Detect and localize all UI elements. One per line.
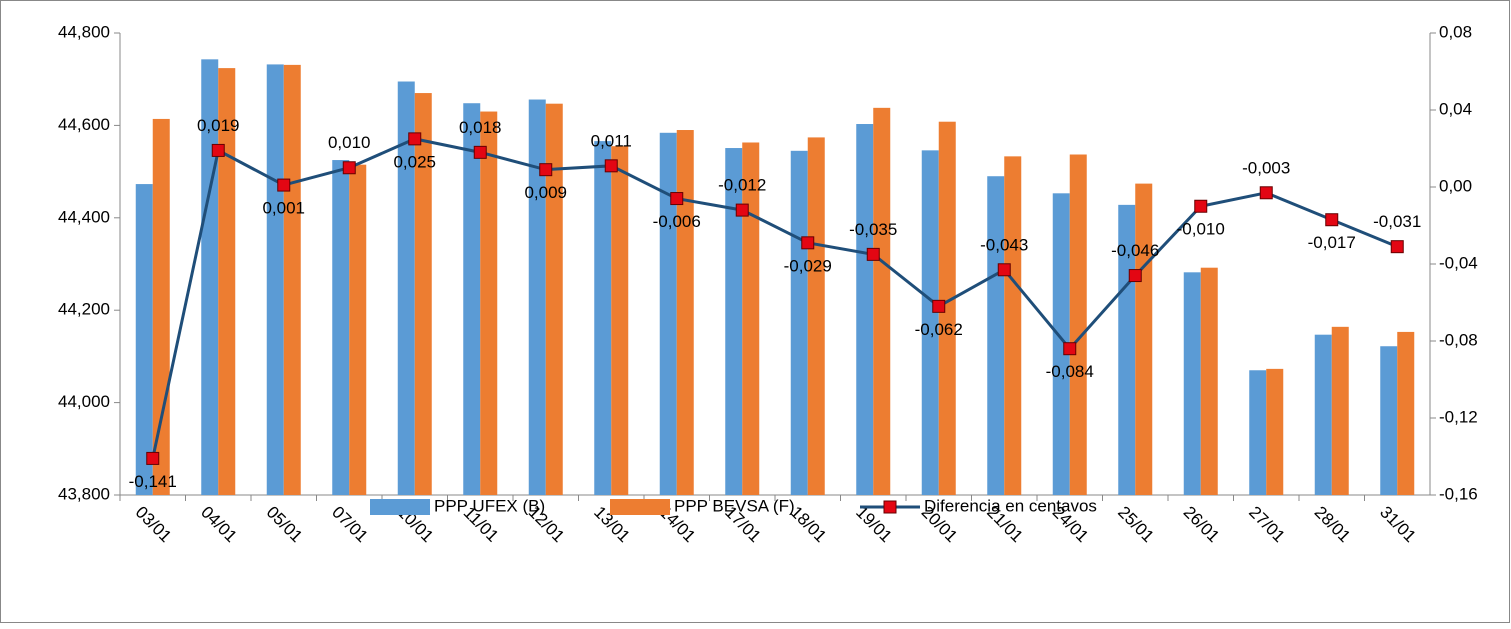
data-label: -0,046 <box>1111 241 1159 260</box>
legend-label: Diferencia en centavos <box>924 496 1097 515</box>
data-label: 0,018 <box>459 118 502 137</box>
bar <box>742 142 760 495</box>
bar <box>1380 346 1398 495</box>
bar <box>135 184 153 495</box>
marker <box>342 161 356 175</box>
bar <box>987 176 1005 495</box>
y-tick-label: 44,800 <box>58 22 110 41</box>
data-label: -0,017 <box>1308 233 1356 252</box>
bar <box>218 68 236 495</box>
marker <box>1063 342 1077 356</box>
marker <box>932 299 946 313</box>
marker <box>1194 199 1208 213</box>
data-label: -0,035 <box>849 220 897 239</box>
bar <box>676 130 694 495</box>
marker <box>277 178 291 192</box>
y2-tick-label: -0,04 <box>1439 253 1478 272</box>
bar <box>480 111 498 495</box>
y2-tick-label: -0,08 <box>1439 330 1478 349</box>
bar <box>283 64 301 496</box>
legend-swatch <box>370 499 430 515</box>
bar <box>1183 272 1201 495</box>
bar <box>1135 183 1153 495</box>
marker <box>670 192 684 206</box>
line <box>151 137 1398 459</box>
bar <box>790 150 808 495</box>
y2-tick-label: -0,16 <box>1439 484 1478 503</box>
bar <box>332 160 350 496</box>
marker <box>473 145 487 159</box>
marker <box>1259 186 1273 200</box>
data-label: 0,010 <box>328 133 371 152</box>
data-label: -0,029 <box>784 256 832 275</box>
marker <box>1128 269 1142 283</box>
legend-swatch <box>610 499 670 515</box>
bar <box>1331 326 1349 495</box>
y-tick-label: 44,000 <box>58 392 110 411</box>
bar <box>152 118 170 495</box>
data-label: -0,006 <box>653 212 701 231</box>
data-label: -0,003 <box>1242 158 1290 177</box>
bar <box>1249 370 1267 495</box>
y2-tick-label: -0,12 <box>1439 407 1478 426</box>
bar <box>1314 334 1332 495</box>
marker <box>146 451 160 465</box>
legend-marker <box>883 500 897 514</box>
marker <box>1325 213 1339 227</box>
bar <box>938 121 956 495</box>
bar <box>594 141 612 495</box>
marker <box>997 263 1011 277</box>
bar <box>1397 331 1415 495</box>
marker <box>735 203 749 217</box>
bar <box>807 137 825 496</box>
bar <box>873 107 891 496</box>
data-label: -0,031 <box>1373 212 1421 231</box>
bar <box>856 124 874 495</box>
bar <box>463 103 481 495</box>
y2-tick-label: 0,00 <box>1439 176 1472 195</box>
data-label: -0,141 <box>129 472 177 491</box>
bar <box>266 64 284 495</box>
bar <box>349 164 367 496</box>
bar <box>528 99 546 495</box>
y2-tick-label: 0,04 <box>1439 99 1472 118</box>
data-label: 0,025 <box>393 152 436 171</box>
bar <box>1052 193 1070 495</box>
data-label: -0,012 <box>718 176 766 195</box>
bar <box>659 132 677 496</box>
bar <box>1004 156 1022 495</box>
y-tick-label: 44,600 <box>58 115 110 134</box>
bar <box>1200 267 1218 495</box>
marker <box>866 247 880 261</box>
bar <box>921 150 939 495</box>
data-label: 0,001 <box>262 199 305 218</box>
data-label: -0,084 <box>1046 362 1094 381</box>
bar <box>397 81 415 495</box>
marker <box>211 143 225 157</box>
bar <box>611 146 629 495</box>
marker <box>408 132 422 146</box>
bar <box>1266 368 1284 495</box>
marker <box>604 159 618 173</box>
y-tick-label: 44,200 <box>58 300 110 319</box>
bar <box>725 148 743 495</box>
data-label: 0,019 <box>197 116 240 135</box>
y-tick-label: 44,400 <box>58 207 110 226</box>
bar <box>414 93 432 495</box>
legend-label: PPP BEVSA (F) <box>674 496 795 515</box>
bar <box>1069 154 1087 496</box>
data-label: 0,009 <box>524 183 567 202</box>
y-tick-label: 43,800 <box>58 484 110 503</box>
data-label: -0,043 <box>980 235 1028 254</box>
data-label: -0,062 <box>915 320 963 339</box>
marker <box>539 163 553 177</box>
data-label: 0,011 <box>591 131 632 150</box>
y2-tick-label: 0,08 <box>1439 22 1472 41</box>
marker <box>1390 240 1404 254</box>
marker <box>801 236 815 250</box>
legend-label: PPP UFEX (B) <box>434 496 545 515</box>
bar <box>545 103 563 495</box>
data-label: -0,010 <box>1177 220 1225 239</box>
